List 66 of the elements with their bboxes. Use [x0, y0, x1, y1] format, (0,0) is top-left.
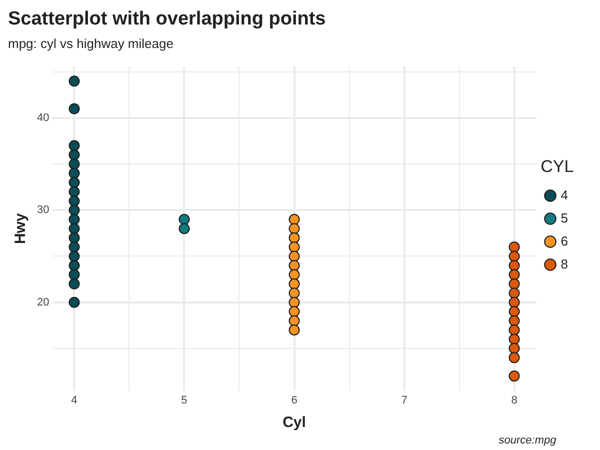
- point: [68, 269, 80, 280]
- point: [508, 296, 520, 308]
- point: [288, 296, 300, 308]
- legend-label: 4: [560, 187, 568, 202]
- legend-title: CYL: [540, 156, 574, 176]
- point: [508, 352, 520, 364]
- point: [508, 269, 520, 280]
- legend-label: 5: [560, 210, 568, 226]
- point: [68, 214, 80, 225]
- point: [68, 103, 80, 114]
- point: [288, 269, 300, 280]
- point: [508, 342, 520, 354]
- y-tick-label: 40: [36, 112, 50, 124]
- point: [68, 278, 80, 290]
- point: [508, 242, 520, 253]
- point: [178, 214, 190, 225]
- point: [68, 242, 80, 253]
- point: [68, 168, 80, 179]
- point: [288, 223, 300, 234]
- point: [68, 195, 80, 206]
- point: [288, 288, 300, 299]
- x-tick-label: 6: [291, 394, 298, 406]
- point: [68, 140, 80, 152]
- y-axis-title: Hwy: [12, 212, 30, 244]
- point: [508, 260, 520, 271]
- x-tick-label: 7: [401, 394, 408, 406]
- x-tick-label: 8: [511, 394, 518, 406]
- source-note: source:mpg: [498, 434, 558, 447]
- point: [508, 324, 520, 336]
- chart-subtitle: mpg: cyl vs highway mileage: [8, 36, 174, 52]
- x-tick-label: 5: [181, 394, 188, 406]
- point: [508, 315, 520, 326]
- point: [178, 223, 190, 234]
- point: [508, 370, 520, 382]
- y-tick-label: 30: [36, 204, 50, 216]
- point: [68, 296, 80, 308]
- point: [288, 315, 300, 326]
- point: [68, 232, 80, 244]
- point: [508, 288, 520, 299]
- point: [68, 158, 80, 170]
- point: [288, 278, 300, 290]
- point: [508, 250, 520, 262]
- point: [68, 260, 80, 271]
- legend-label: 8: [560, 256, 568, 272]
- point: [508, 306, 520, 318]
- x-axis-title: Cyl: [282, 414, 306, 432]
- point: [288, 214, 300, 225]
- point: [508, 334, 520, 345]
- point: [68, 223, 80, 234]
- point: [288, 260, 300, 271]
- point: [68, 250, 80, 262]
- y-tick-label: 20: [36, 296, 50, 308]
- point: [288, 324, 300, 336]
- x-tick-label: 4: [71, 394, 78, 406]
- point: [68, 177, 80, 188]
- point: [288, 250, 300, 262]
- point: [68, 186, 80, 198]
- point: [288, 242, 300, 253]
- point: [68, 204, 80, 216]
- point: [508, 278, 520, 290]
- point: [288, 306, 300, 318]
- chart-title: Scatterplot with overlapping points: [8, 8, 326, 30]
- point: [288, 232, 300, 244]
- legend-label: 6: [560, 233, 568, 248]
- point: [68, 149, 80, 160]
- point: [68, 76, 80, 87]
